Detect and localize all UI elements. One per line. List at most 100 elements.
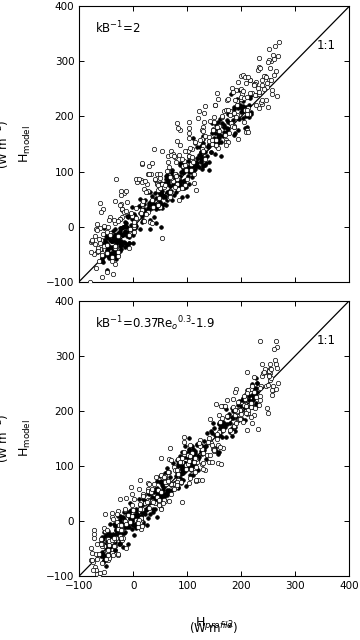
Point xyxy=(220,444,225,454)
Point xyxy=(100,257,106,268)
Point xyxy=(229,412,235,422)
Point xyxy=(176,195,182,205)
Point xyxy=(138,524,144,534)
Point xyxy=(101,523,107,533)
Point xyxy=(244,104,249,115)
Point xyxy=(98,534,104,544)
Point xyxy=(179,465,185,475)
Point xyxy=(127,506,133,516)
Point xyxy=(185,453,191,463)
Point xyxy=(213,135,219,145)
Point xyxy=(213,120,219,130)
Point xyxy=(159,489,165,499)
Point xyxy=(149,204,155,214)
Point xyxy=(108,534,114,544)
Point xyxy=(113,525,119,535)
Point xyxy=(116,516,122,527)
Point xyxy=(151,143,157,154)
Point xyxy=(179,458,185,468)
Point xyxy=(92,239,98,249)
Point xyxy=(231,108,237,118)
Point xyxy=(271,70,277,80)
Point xyxy=(158,222,164,232)
Point xyxy=(152,504,157,514)
Point xyxy=(183,460,189,470)
Point xyxy=(191,177,197,188)
Point xyxy=(182,449,188,460)
Point xyxy=(198,156,204,166)
Point xyxy=(252,391,258,401)
Point xyxy=(104,239,109,249)
Point xyxy=(232,426,238,436)
Point xyxy=(190,460,196,470)
Point xyxy=(172,465,177,475)
Point xyxy=(230,413,235,423)
Point xyxy=(189,144,195,154)
Point xyxy=(253,90,258,100)
Point xyxy=(197,142,203,152)
Point xyxy=(194,440,200,450)
Point xyxy=(106,536,112,546)
Point xyxy=(138,516,144,526)
Point xyxy=(149,496,155,506)
Point xyxy=(256,399,262,410)
Point xyxy=(185,164,190,174)
Point xyxy=(122,226,128,236)
Point xyxy=(247,93,253,104)
Point xyxy=(181,447,186,458)
Point xyxy=(178,469,184,479)
Point xyxy=(165,175,170,186)
Point xyxy=(209,139,215,149)
Point xyxy=(246,111,252,122)
Point xyxy=(158,188,163,198)
Point xyxy=(179,475,185,485)
Point xyxy=(164,467,170,477)
Point xyxy=(259,358,265,369)
Point xyxy=(118,200,123,211)
Point xyxy=(123,186,129,196)
Point xyxy=(115,247,121,257)
Text: H$_{\rm model}$: H$_{\rm model}$ xyxy=(18,419,33,458)
Point xyxy=(235,405,241,415)
Point xyxy=(267,368,273,378)
Point xyxy=(183,464,189,474)
Point xyxy=(183,165,189,175)
Point xyxy=(174,455,179,465)
Point xyxy=(126,230,132,240)
Point xyxy=(158,491,164,501)
Point xyxy=(109,535,115,545)
Point xyxy=(261,83,267,93)
Point xyxy=(169,165,175,175)
Point xyxy=(119,204,125,214)
Point xyxy=(149,483,154,493)
Point xyxy=(111,515,116,525)
Point xyxy=(122,221,128,231)
Text: H$_{\rm model}$: H$_{\rm model}$ xyxy=(18,125,33,163)
Point xyxy=(139,211,145,221)
Point xyxy=(131,529,137,540)
Point xyxy=(248,402,254,412)
Point xyxy=(242,399,248,410)
Point xyxy=(273,359,279,369)
Point xyxy=(131,221,136,232)
Point xyxy=(266,75,272,85)
Point xyxy=(149,195,155,205)
Point xyxy=(139,522,145,532)
Point xyxy=(165,177,171,187)
Point xyxy=(203,440,209,451)
Point xyxy=(136,515,142,525)
Point xyxy=(259,95,265,106)
Point xyxy=(212,100,217,111)
Point xyxy=(200,134,206,144)
Point xyxy=(130,229,136,239)
Point xyxy=(217,126,222,136)
Point xyxy=(119,204,125,214)
Point xyxy=(134,518,140,529)
Point xyxy=(88,543,94,553)
Point xyxy=(121,188,127,198)
Point xyxy=(212,430,218,440)
Point xyxy=(137,499,143,509)
Point xyxy=(231,121,237,131)
Point xyxy=(217,430,223,440)
Point xyxy=(158,452,164,463)
